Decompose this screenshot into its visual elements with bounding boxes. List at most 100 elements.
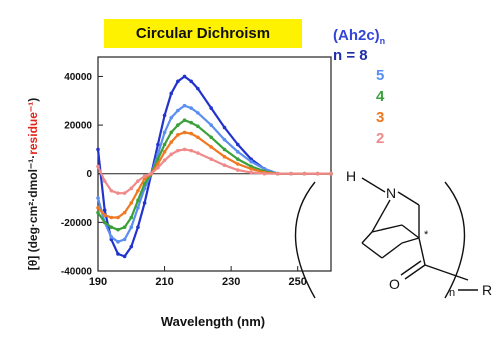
- data-point-3: [136, 188, 140, 193]
- data-point-8: [116, 252, 120, 256]
- data-point-5: [236, 150, 240, 154]
- data-point-3: [196, 135, 200, 140]
- data-point-3: [102, 213, 107, 217]
- y-tick-label: 20000: [64, 121, 92, 132]
- data-point-5: [222, 137, 227, 142]
- data-point-8: [122, 254, 127, 259]
- data-point-8: [236, 142, 240, 147]
- data-point-8: [96, 147, 100, 152]
- atom-o: O: [389, 276, 400, 292]
- data-point-8: [162, 113, 167, 118]
- data-point-3: [109, 215, 114, 220]
- bond-n-bridge: [397, 191, 420, 206]
- bond-n-left: [371, 199, 391, 233]
- data-point-5: [109, 235, 114, 239]
- data-point-4: [122, 225, 127, 230]
- bond-mid-2: [401, 224, 420, 239]
- data-point-5: [136, 205, 140, 210]
- data-point-2: [162, 158, 167, 163]
- series-layer: [96, 74, 333, 259]
- data-point-5: [129, 225, 134, 230]
- bond-c-carbonyl: [418, 237, 426, 266]
- data-point-3: [122, 210, 127, 215]
- data-point-8: [196, 86, 200, 91]
- data-point-2: [129, 186, 134, 191]
- left-bracket: [294, 181, 316, 299]
- data-point-3: [96, 205, 100, 210]
- bond-back-2: [381, 242, 403, 259]
- x-axis-label: Wavelength (nm): [161, 314, 265, 329]
- data-point-4: [222, 147, 227, 152]
- data-point-8: [156, 142, 160, 147]
- data-point-3: [162, 150, 167, 154]
- data-point-4: [129, 215, 134, 220]
- bond-ring-down: [401, 237, 420, 244]
- data-point-8: [142, 201, 147, 205]
- ah2c-structure: [294, 177, 478, 299]
- series-line-4: [97, 119, 331, 231]
- data-point-8: [129, 244, 134, 249]
- data-point-8: [136, 225, 140, 230]
- x-tick-label: 190: [89, 276, 107, 288]
- y-tick-label: -40000: [61, 267, 93, 278]
- data-point-2: [102, 179, 107, 183]
- data-point-2: [329, 171, 333, 176]
- y-tick-label: 0: [86, 169, 92, 180]
- chart-title: Circular Dichroism: [104, 19, 302, 48]
- atom-r: R: [482, 282, 492, 298]
- data-point-3: [222, 154, 227, 159]
- data-point-3: [249, 167, 253, 171]
- data-point-8: [209, 106, 213, 110]
- data-point-4: [196, 124, 200, 129]
- data-point-2: [209, 157, 213, 161]
- data-point-2: [109, 188, 114, 193]
- bond-c-r: [424, 264, 469, 281]
- atom-h: H: [346, 168, 356, 184]
- data-point-8: [169, 91, 174, 96]
- data-point-2: [142, 174, 147, 178]
- data-point-3: [156, 162, 160, 166]
- data-point-2: [262, 171, 267, 176]
- data-point-2: [315, 171, 320, 176]
- data-point-8: [102, 208, 107, 213]
- data-point-3: [169, 140, 174, 144]
- data-point-4: [109, 225, 114, 230]
- data-point-2: [222, 163, 227, 168]
- data-point-2: [156, 165, 160, 170]
- data-point-4: [209, 135, 213, 140]
- data-point-2: [116, 191, 120, 195]
- data-point-5: [122, 237, 127, 242]
- data-point-2: [196, 151, 200, 155]
- data-point-5: [189, 106, 193, 110]
- data-point-4: [116, 227, 120, 232]
- y-axis-label-residue: residue⁻¹: [26, 102, 40, 155]
- x-tick-label: 230: [222, 276, 240, 288]
- data-point-3: [182, 130, 187, 135]
- data-point-2: [249, 170, 253, 175]
- y-axis-label: [θ] (deg·cm²·dmol⁻¹·residue⁻¹): [26, 98, 40, 270]
- data-point-2: [189, 148, 193, 153]
- data-point-4: [142, 181, 147, 186]
- bond-co-1: [404, 264, 426, 280]
- subscript-n: n: [449, 287, 455, 299]
- data-point-4: [236, 157, 240, 161]
- atom-n: N: [386, 185, 396, 201]
- data-point-5: [162, 130, 167, 135]
- bond-left-down: [361, 231, 373, 244]
- data-point-5: [176, 108, 180, 113]
- series-line-2: [97, 148, 331, 195]
- data-point-4: [96, 210, 100, 215]
- y-tick-label: 40000: [64, 72, 92, 83]
- data-point-4: [102, 220, 107, 225]
- bond-h-n: [361, 177, 386, 193]
- data-point-2: [149, 171, 154, 176]
- x-tick-label: 210: [155, 276, 173, 288]
- data-point-2: [182, 147, 187, 152]
- bond-mid: [371, 224, 403, 233]
- data-point-2: [122, 191, 127, 195]
- data-point-5: [196, 111, 200, 115]
- data-point-4: [182, 118, 187, 123]
- y-axis-label-suffix: ): [26, 98, 40, 102]
